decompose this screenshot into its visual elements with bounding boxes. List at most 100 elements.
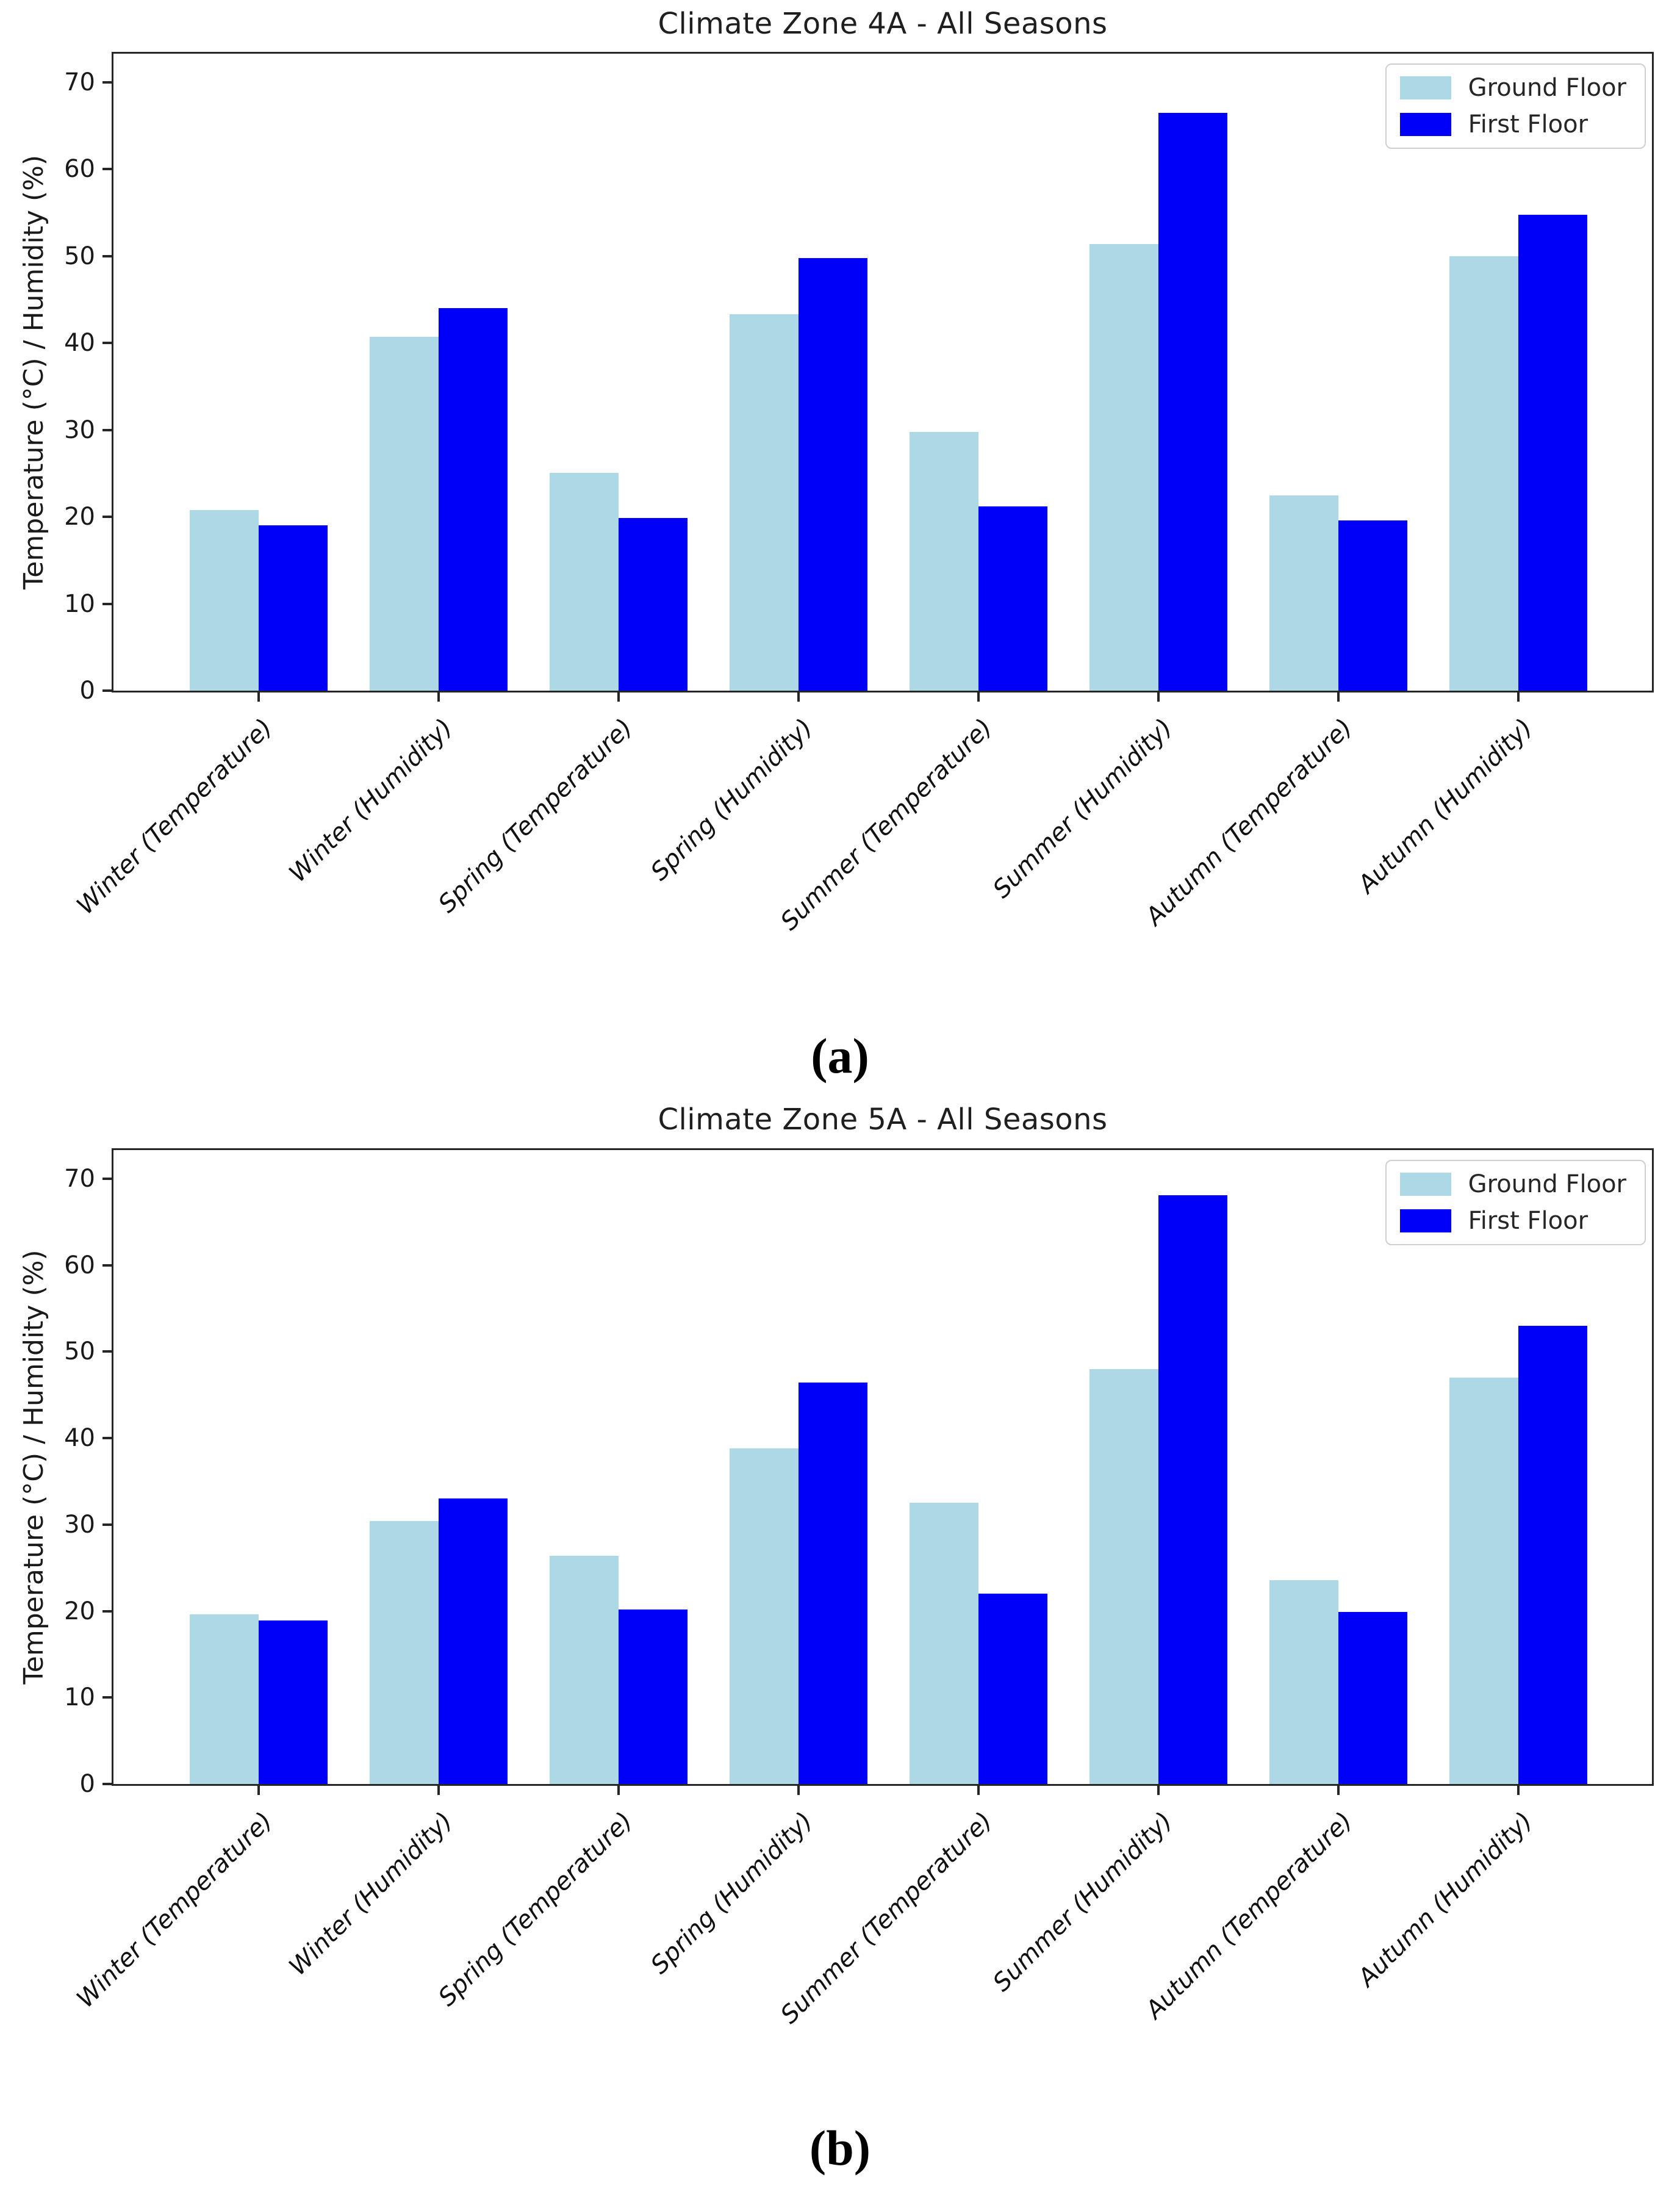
x-tick-label: Summer (Humidity) xyxy=(987,1807,1178,1998)
y-tick-label: 40 xyxy=(64,1424,95,1452)
legend-item: Ground Floor xyxy=(1399,74,1626,102)
x-tick xyxy=(977,1786,980,1795)
bar-ground-floor xyxy=(1269,495,1338,691)
legend-item: First Floor xyxy=(1399,110,1626,138)
y-tick-label: 60 xyxy=(64,1251,95,1279)
y-tick-label: 50 xyxy=(64,1337,95,1366)
x-tick xyxy=(257,1786,260,1795)
bar-ground-floor xyxy=(190,509,259,691)
plot-area-4a: 0 10 20 30 40 50 60 70 Winter (Temperature) Winte… xyxy=(64,52,1654,936)
bar-ground-floor xyxy=(550,1555,619,1784)
x-tick-label: Winter (Humidity) xyxy=(284,713,458,888)
x-tick xyxy=(797,1786,800,1795)
x-tick xyxy=(617,692,620,702)
legend-swatch-ground-floor xyxy=(1399,1173,1451,1196)
bar-ground-floor xyxy=(1089,1369,1158,1784)
y-tick-label: 70 xyxy=(64,68,95,96)
legend-swatch-first-floor xyxy=(1399,1209,1451,1232)
bar-first-floor xyxy=(1158,112,1227,691)
figure-climate-zone-5a: Climate Zone 5A - All Seasons Temperatur… xyxy=(0,1098,1680,2194)
bar-ground-floor xyxy=(1089,243,1158,691)
figure-caption-a: (a) xyxy=(811,1028,869,1084)
bar-ground-floor xyxy=(370,337,439,691)
chart-title-4a: Climate Zone 4A - All Seasons xyxy=(658,7,1108,41)
y-tick-label: 50 xyxy=(64,242,95,270)
x-tick-label: Summer (Temperature) xyxy=(775,1807,998,2029)
x-tick xyxy=(1157,692,1160,702)
x-tick-label: Autumn (Temperature) xyxy=(1140,1807,1358,2024)
y-tick-label: 0 xyxy=(79,677,95,705)
legend-label: Ground Floor xyxy=(1468,74,1626,102)
legend-item: First Floor xyxy=(1399,1207,1626,1235)
bar-ground-floor xyxy=(910,431,978,691)
chart-title-5a: Climate Zone 5A - All Seasons xyxy=(658,1102,1108,1137)
bar-ground-floor xyxy=(190,1614,259,1784)
y-tick xyxy=(102,516,112,519)
x-tick xyxy=(1337,1786,1340,1795)
y-tick xyxy=(102,254,112,257)
x-tick-label: Spring (Humidity) xyxy=(645,713,818,887)
legend-swatch-first-floor xyxy=(1399,113,1451,136)
x-tick xyxy=(1517,692,1520,702)
bar-ground-floor xyxy=(730,314,799,691)
y-tick-label: 0 xyxy=(79,1770,95,1798)
y-tick xyxy=(102,1350,112,1353)
x-tick xyxy=(977,692,980,702)
y-tick-label: 30 xyxy=(64,415,95,444)
plot-area-5a: 0 10 20 30 40 50 60 70 Winter (Temperature) Winte… xyxy=(64,1148,1654,2029)
x-tick-label: Autumn (Humidity) xyxy=(1352,713,1538,899)
x-tick xyxy=(1337,692,1340,702)
bar-ground-floor xyxy=(1269,1580,1338,1784)
y-tick xyxy=(102,168,112,171)
legend-swatch-ground-floor xyxy=(1399,76,1451,99)
x-tick-label: Summer (Humidity) xyxy=(987,713,1178,904)
x-tick-label: Winter (Temperature) xyxy=(71,713,278,920)
y-tick xyxy=(102,689,112,692)
bar-first-floor xyxy=(1518,214,1587,691)
bar-first-floor xyxy=(439,1498,508,1784)
bar-first-floor xyxy=(619,1609,687,1784)
x-tick xyxy=(257,692,260,702)
y-tick-label: 60 xyxy=(64,155,95,184)
y-tick-label: 10 xyxy=(64,1683,95,1712)
bar-first-floor xyxy=(439,308,508,691)
legend-item: Ground Floor xyxy=(1399,1170,1626,1198)
y-tick-label: 20 xyxy=(64,1597,95,1625)
bar-first-floor xyxy=(1518,1325,1587,1784)
x-tick xyxy=(437,1786,440,1795)
x-tick xyxy=(1157,1786,1160,1795)
y-tick xyxy=(102,1523,112,1526)
x-tick-label: Winter (Temperature) xyxy=(71,1807,278,2013)
y-tick xyxy=(102,1783,112,1785)
legend-label: First Floor xyxy=(1468,1207,1588,1235)
figure-caption-b: (b) xyxy=(809,2120,871,2176)
x-tick-label: Spring (Temperature) xyxy=(433,1807,638,2012)
legend-label: First Floor xyxy=(1468,110,1588,138)
y-tick xyxy=(102,1437,112,1439)
x-tick xyxy=(437,692,440,702)
bar-ground-floor xyxy=(1449,256,1518,691)
figure-climate-zone-4a: Climate Zone 4A - All Seasons Temperatur… xyxy=(18,7,1654,1084)
x-tick xyxy=(1517,1786,1520,1795)
y-tick-label: 10 xyxy=(64,589,95,618)
legend-label: Ground Floor xyxy=(1468,1170,1626,1198)
bar-first-floor xyxy=(259,525,328,691)
x-tick xyxy=(617,1786,620,1795)
bar-first-floor xyxy=(799,257,867,691)
bar-first-floor xyxy=(1158,1195,1227,1784)
x-tick-label: Summer (Temperature) xyxy=(775,713,998,936)
y-tick-label: 20 xyxy=(64,503,95,531)
bar-first-floor xyxy=(619,517,687,691)
x-tick xyxy=(797,692,800,702)
bar-first-floor xyxy=(978,506,1047,691)
bar-ground-floor xyxy=(370,1521,439,1784)
y-tick xyxy=(102,428,112,431)
x-tick-label: Spring (Humidity) xyxy=(645,1807,818,1980)
bar-first-floor xyxy=(799,1383,867,1784)
bar-ground-floor xyxy=(730,1448,799,1784)
y-tick xyxy=(102,602,112,605)
y-tick xyxy=(102,81,112,84)
y-tick xyxy=(102,342,112,345)
x-tick-label: Autumn (Temperature) xyxy=(1140,713,1358,931)
y-tick xyxy=(102,1264,112,1267)
